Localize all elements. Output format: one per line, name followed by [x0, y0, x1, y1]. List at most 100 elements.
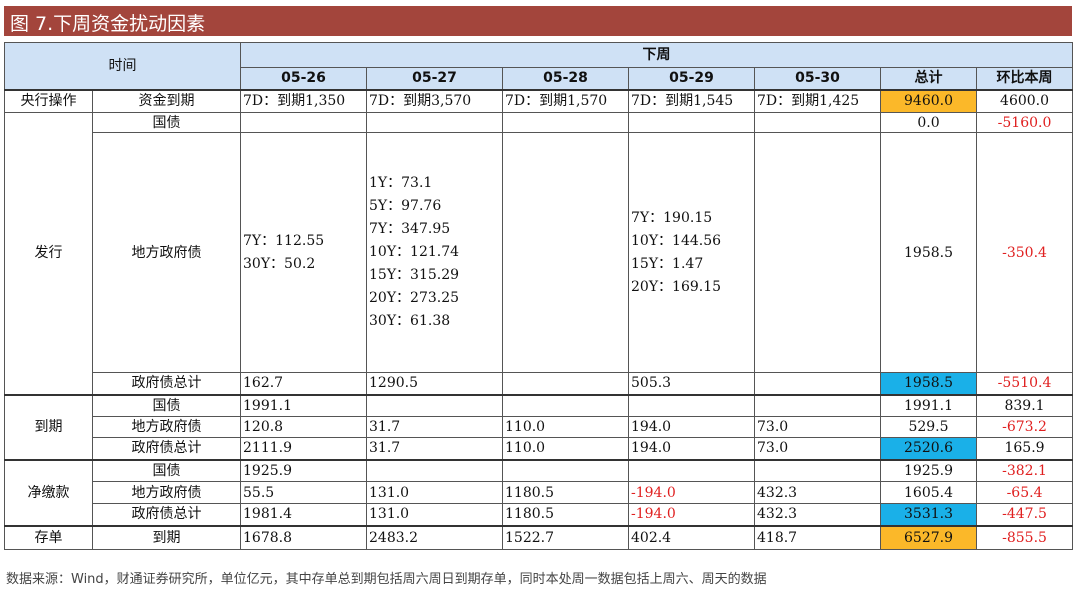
row-label: 政府债总计: [92, 503, 241, 526]
table-cell: 1925.9: [240, 458, 367, 482]
table-cell: [754, 112, 881, 133]
table-cell: 55.5: [240, 481, 367, 504]
total-cell: 1991.1: [880, 393, 977, 417]
wow-cell: -5510.4: [975, 372, 1074, 395]
table-cell: 7Y：112.55 30Y：50.2: [240, 132, 367, 373]
wow-cell: 839.1: [975, 393, 1074, 417]
row-label: 资金到期: [92, 88, 241, 113]
table-cell: -194.0: [628, 503, 755, 526]
table-cell: 7D：到期1,570: [502, 88, 629, 113]
table-cell: -194.0: [628, 481, 755, 504]
table-cell: [754, 372, 881, 395]
table-cell: 1522.7: [502, 524, 629, 550]
table-cell: 432.3: [754, 503, 881, 526]
row-label: 国债: [92, 112, 241, 133]
total-cell: 2520.6: [880, 437, 977, 460]
table-cell: 120.8: [240, 416, 367, 438]
title-bar: 图 7.下周资金扰动因素: [4, 6, 1072, 36]
table-cell: [240, 112, 367, 133]
group-issuance: 发行: [4, 112, 93, 395]
wow-cell: -350.4: [975, 132, 1074, 373]
table-cell: 7Y：190.15 10Y：144.56 15Y：1.47 20Y：169.15: [628, 132, 755, 373]
wow-cell: -382.1: [975, 458, 1074, 482]
row-label: 地方政府债: [92, 416, 241, 438]
table-cell: [502, 458, 629, 482]
table-cell: [366, 458, 503, 482]
wow-cell: -65.4: [975, 481, 1074, 504]
figure-title: 图 7.下周资金扰动因素: [10, 13, 206, 35]
source-footnote: 数据来源：Wind，财通证券研究所，单位亿元，其中存单总到期包括周六周日到期存单…: [6, 572, 767, 587]
total-cell: 0.0: [880, 112, 977, 133]
table-cell: 131.0: [366, 503, 503, 526]
wow-cell: -447.5: [975, 503, 1074, 526]
table-cell: 505.3: [628, 372, 755, 395]
table-cell: 194.0: [628, 416, 755, 438]
table-cell: 2483.2: [366, 524, 503, 550]
table-cell: 7D：到期1,425: [754, 88, 881, 113]
table-cell: [754, 132, 881, 373]
group-cd: 存单: [4, 524, 93, 550]
table-cell: [502, 112, 629, 133]
table-cell: 194.0: [628, 437, 755, 460]
table-cell: 110.0: [502, 416, 629, 438]
table-cell: 418.7: [754, 524, 881, 550]
table-cell: 7D：到期1,350: [240, 88, 367, 113]
table-cell: 1290.5: [366, 372, 503, 395]
table-cell: [366, 112, 503, 133]
header-time: 时间: [4, 42, 241, 90]
header-date: 05-27: [366, 67, 503, 90]
row-label: 国债: [92, 393, 241, 417]
table-cell: [628, 393, 755, 417]
total-cell: 529.5: [880, 416, 977, 438]
table-cell: [502, 372, 629, 395]
total-cell: 9460.0: [880, 88, 977, 113]
table-cell: 1678.8: [240, 524, 367, 550]
table-cell: 1180.5: [502, 503, 629, 526]
table-cell: 73.0: [754, 437, 881, 460]
row-label: 地方政府债: [92, 481, 241, 504]
group-maturity: 到期: [4, 393, 93, 460]
total-cell: 1605.4: [880, 481, 977, 504]
table-cell: 1180.5: [502, 481, 629, 504]
table-cell: 1991.1: [240, 393, 367, 417]
table-cell: 432.3: [754, 481, 881, 504]
table-cell: 1981.4: [240, 503, 367, 526]
table-cell: [502, 132, 629, 373]
total-cell: 1958.5: [880, 372, 977, 395]
table-cell: [754, 393, 881, 417]
fund-disturbance-table: 时间 下周 05-26 05-27 05-28 05-29 05-30 总计 环…: [4, 42, 1074, 550]
group-net-payment: 净缴款: [4, 458, 93, 526]
wow-cell: -673.2: [975, 416, 1074, 438]
header-date: 05-30: [754, 67, 881, 90]
total-cell: 1958.5: [880, 132, 977, 373]
table-cell: 2111.9: [240, 437, 367, 460]
table-cell: 7D：到期1,545: [628, 88, 755, 113]
total-cell: 3531.3: [880, 503, 977, 526]
wow-cell: 4600.0: [975, 88, 1074, 113]
table-cell: 7D：到期3,570: [366, 88, 503, 113]
header-date: 05-28: [502, 67, 629, 90]
row-label: 政府债总计: [92, 437, 241, 460]
row-label: 地方政府债: [92, 132, 241, 373]
table-cell: [502, 393, 629, 417]
table-cell: 31.7: [366, 437, 503, 460]
table-cell: [366, 393, 503, 417]
row-label: 政府债总计: [92, 372, 241, 395]
header-total: 总计: [880, 67, 977, 90]
table-cell: [628, 112, 755, 133]
table-cell: [628, 458, 755, 482]
row-label: 到期: [92, 524, 241, 550]
table-cell: 402.4: [628, 524, 755, 550]
table-cell: 1Y：73.1 5Y：97.76 7Y：347.95 10Y：121.74 15…: [366, 132, 503, 373]
header-date: 05-26: [240, 67, 367, 90]
wow-cell: 165.9: [975, 437, 1074, 460]
table-cell: 162.7: [240, 372, 367, 395]
total-cell: 6527.9: [880, 524, 977, 550]
table-cell: 31.7: [366, 416, 503, 438]
table-cell: 110.0: [502, 437, 629, 460]
row-label: 国债: [92, 458, 241, 482]
total-cell: 1925.9: [880, 458, 977, 482]
wow-cell: -5160.0: [975, 112, 1074, 133]
table-cell: 73.0: [754, 416, 881, 438]
table-cell: 131.0: [366, 481, 503, 504]
